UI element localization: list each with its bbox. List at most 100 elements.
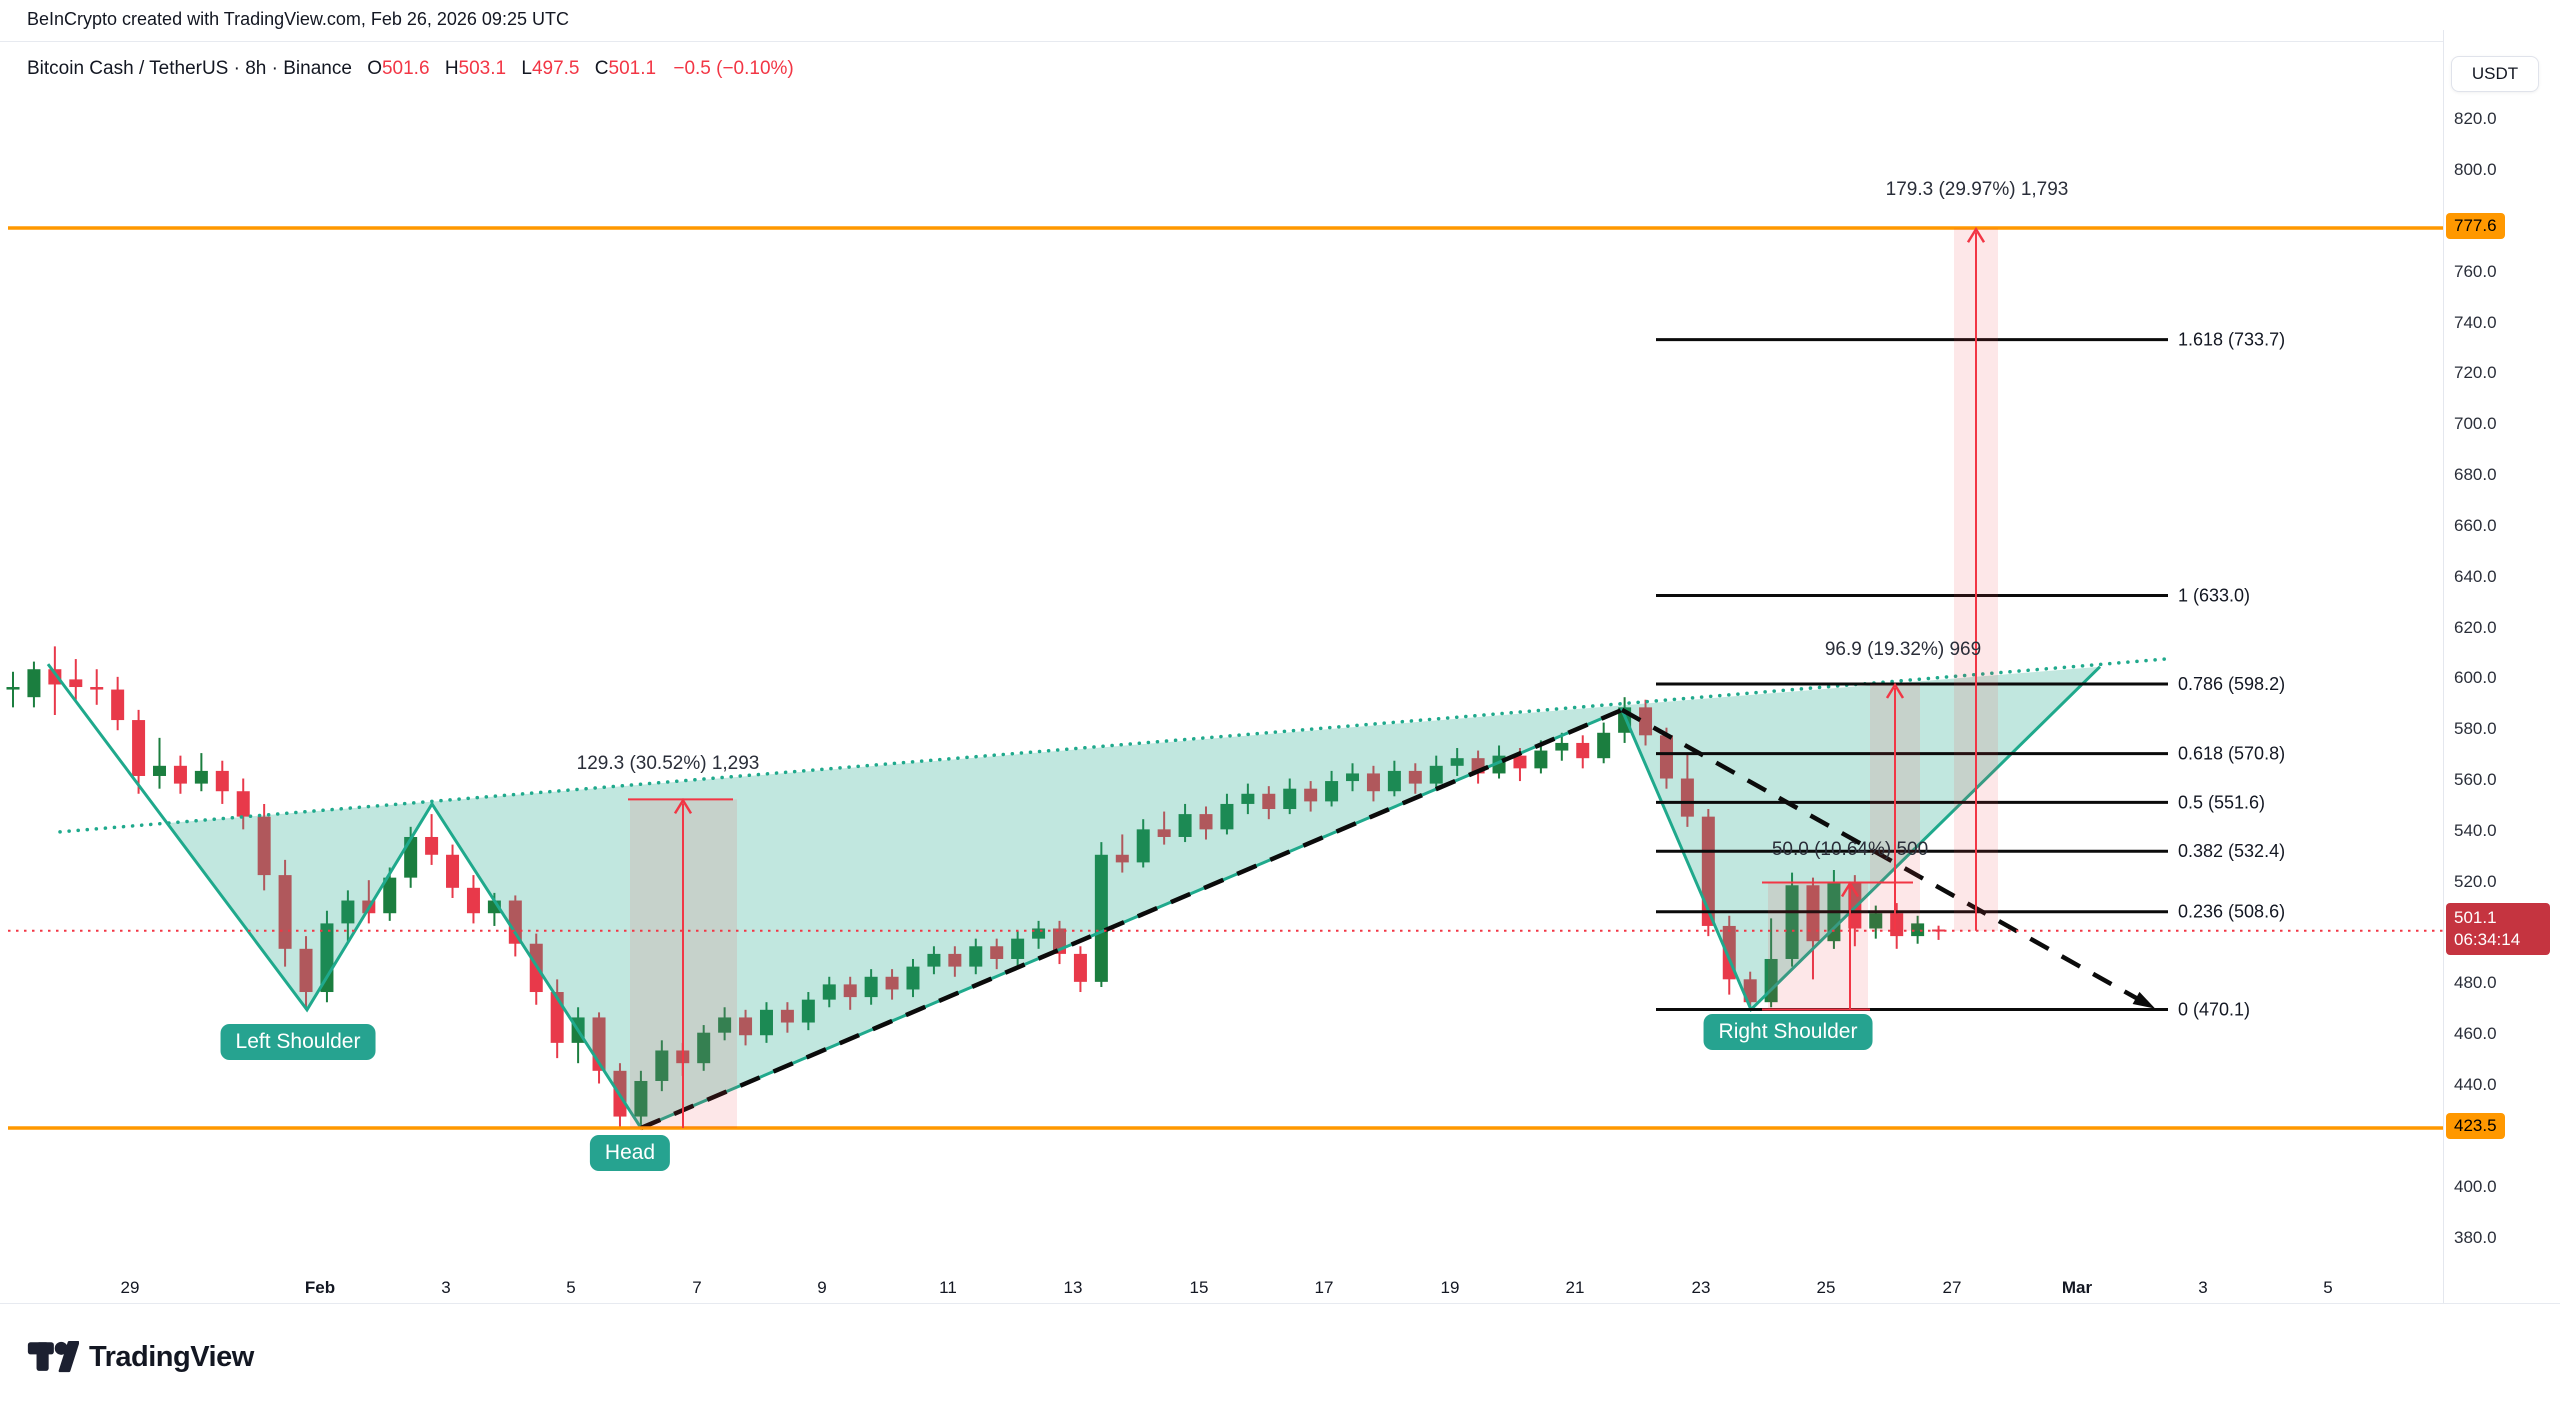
measure-arrowhead	[1966, 226, 1986, 243]
candle-body	[843, 984, 857, 998]
price-tick: 700.0	[2454, 414, 2497, 434]
axis-divider	[0, 1303, 2560, 1304]
candle-body	[1869, 913, 1883, 929]
candle-body	[90, 687, 104, 690]
time-tick: 29	[120, 1278, 140, 1297]
high-label: H	[444, 58, 459, 79]
candle-body	[1639, 707, 1653, 736]
candle-body	[1597, 732, 1611, 759]
candle-body	[425, 836, 439, 855]
candle-body	[1241, 793, 1255, 804]
time-tick: 21	[1565, 1278, 1585, 1297]
candle-body	[1346, 773, 1360, 782]
candle-body	[1387, 770, 1401, 792]
candle-body	[111, 689, 125, 721]
trendline-arrowhead	[2132, 991, 2156, 1009]
price-tick: 720.0	[2454, 363, 2497, 383]
candle-body	[1157, 829, 1171, 837]
candle-body	[801, 999, 815, 1023]
fib-level-label: 1 (633.0)	[2178, 586, 2250, 606]
high-value: 503.1	[458, 58, 507, 79]
candle-body	[299, 948, 313, 993]
fib-level-label: 1.618 (733.7)	[2178, 330, 2285, 350]
candle-body	[655, 1050, 669, 1081]
candle-body	[1534, 750, 1548, 769]
price-tick: 380.0	[2454, 1227, 2497, 1247]
candle-body	[906, 966, 920, 990]
candle-body	[383, 877, 397, 914]
pattern-label-pill[interactable]: Right Shoulder	[1703, 1014, 1873, 1050]
candle-body	[1032, 928, 1046, 939]
time-tick: Feb	[304, 1278, 336, 1297]
time-tick: 5	[566, 1278, 576, 1297]
candle-body	[320, 923, 334, 993]
candle-body	[466, 887, 480, 914]
candle-body	[1178, 814, 1192, 837]
candle-body	[1659, 735, 1673, 779]
time-axis[interactable]: 29 Feb 3 5 7 9 11 13 15 17 19 21 23 25 27 Mar 3 5	[0, 1272, 2443, 1303]
candle-body	[927, 953, 941, 967]
candle-body	[27, 669, 41, 698]
measure-value-label: 179.3 (29.97%) 1,793	[1885, 179, 2069, 200]
time-tick: 13	[1063, 1278, 1083, 1297]
price-tick: 440.0	[2454, 1075, 2497, 1095]
currency-toggle-button[interactable]: USDT	[2451, 56, 2539, 92]
fib-level-label: 0.236 (508.6)	[2178, 902, 2285, 922]
time-tick: 17	[1314, 1278, 1334, 1297]
open-value: 501.6	[381, 58, 430, 79]
price-tick: 600.0	[2454, 668, 2497, 688]
pattern-label-pill[interactable]: Left Shoulder	[220, 1024, 376, 1060]
candle-body	[1136, 829, 1150, 863]
measure-arrowhead	[1840, 881, 1860, 898]
candle-body	[718, 1017, 732, 1033]
time-tick: 7	[692, 1278, 702, 1297]
time-tick: 23	[1691, 1278, 1711, 1297]
candle-body	[1366, 773, 1380, 792]
pattern-label-pill[interactable]: Head	[589, 1135, 671, 1171]
price-tick: 760.0	[2454, 261, 2497, 281]
time-tick: 15	[1189, 1278, 1209, 1297]
price-tick: 660.0	[2454, 515, 2497, 535]
price-tick: 820.0	[2454, 109, 2497, 129]
close-value: 501.1	[608, 58, 657, 79]
price-tick: 580.0	[2454, 719, 2497, 739]
symbol-title[interactable]: Bitcoin Cash / TetherUS · 8h · Binance	[27, 58, 352, 79]
candle-body	[1115, 854, 1129, 863]
candle-body	[446, 854, 460, 888]
candle-body	[759, 1009, 773, 1036]
fib-level-label: 0 (470.1)	[2178, 1000, 2250, 1020]
candle-body	[48, 669, 62, 685]
open-label: O	[367, 58, 382, 79]
price-tick: 480.0	[2454, 973, 2497, 993]
candle-body	[69, 679, 83, 688]
measure-arrowhead	[673, 797, 693, 815]
header-divider	[0, 41, 2560, 42]
measure-value-label: 50.0 (10.64%) 500	[1771, 839, 1929, 860]
candle-body	[1073, 953, 1087, 982]
candle-body	[1220, 803, 1234, 830]
tradingview-logo[interactable]: TradingView	[27, 1340, 254, 1374]
time-tick: 9	[817, 1278, 827, 1297]
time-tick: Mar	[2061, 1278, 2093, 1297]
candle-body	[1890, 913, 1904, 937]
candle-body	[885, 976, 899, 990]
price-tick: 800.0	[2454, 160, 2497, 180]
candle-body	[1911, 923, 1925, 937]
dashed-trendline[interactable]	[1620, 707, 2152, 1008]
candle-body	[739, 1017, 753, 1036]
price-tick: 520.0	[2454, 871, 2497, 891]
candle-body	[132, 720, 146, 776]
close-label: C	[594, 58, 609, 79]
neckline-dotted[interactable]	[58, 657, 2167, 834]
candle-body	[1199, 814, 1213, 830]
candle-body	[990, 946, 1004, 959]
candle-body	[173, 765, 187, 784]
price-scale-axis[interactable]: USDT 820.0 800.0 760.0 740.0 720.0 700.0 680.0…	[2443, 30, 2560, 1303]
change-value: −0.5 (−0.10%)	[673, 58, 794, 79]
alert-price-label: 777.6	[2446, 213, 2505, 239]
candle-body	[1011, 938, 1025, 959]
bar-countdown: 06:34:14	[2454, 929, 2521, 949]
candle-body	[1304, 788, 1318, 802]
